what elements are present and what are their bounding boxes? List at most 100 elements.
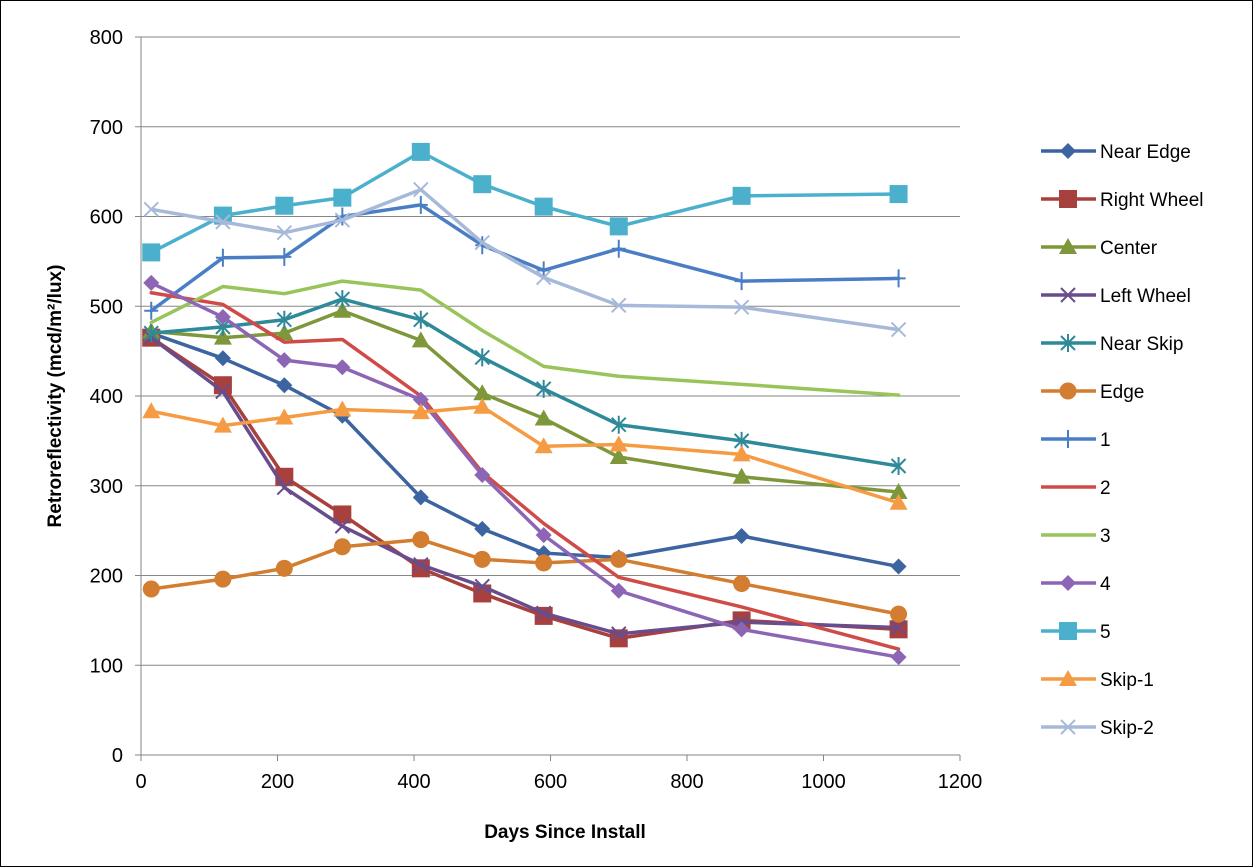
data-point-edge — [412, 531, 430, 549]
data-point-near-edge — [214, 350, 231, 367]
data-point-skip-1 — [609, 435, 628, 452]
series-3 — [149, 279, 901, 397]
data-point-edge — [733, 575, 751, 593]
series-line-5 — [149, 150, 901, 255]
data-point-5 — [333, 188, 352, 207]
data-point-edge — [142, 580, 160, 598]
legend-item-3: 3 — [1041, 526, 1111, 547]
legend-label: Skip-1 — [1100, 670, 1154, 691]
data-point-center — [473, 384, 492, 401]
series-2 — [149, 291, 901, 651]
y-tick-label: 400 — [90, 386, 123, 408]
data-point-1 — [734, 272, 749, 291]
data-point-center — [333, 301, 352, 318]
data-point-1 — [277, 247, 292, 266]
data-point-near-skip — [535, 379, 552, 398]
data-point-near-skip — [413, 310, 429, 329]
data-point-5 — [275, 196, 294, 215]
data-point-left-wheel — [215, 383, 231, 400]
data-point-left-wheel — [276, 479, 293, 496]
y-tick-label: 200 — [90, 566, 123, 588]
data-point-5 — [411, 142, 430, 161]
legend-label: Skip-2 — [1100, 718, 1154, 739]
series-skip-1 — [142, 397, 908, 510]
series-4 — [143, 274, 907, 666]
series-line-4 — [149, 281, 901, 659]
data-point-4 — [535, 527, 552, 544]
series-1 — [144, 195, 906, 320]
data-point-5 — [889, 185, 908, 204]
legend-marker — [1060, 287, 1076, 303]
data-point-near-skip — [474, 348, 490, 367]
x-tick-label: 1000 — [801, 771, 846, 793]
legend-marker — [1059, 238, 1077, 254]
legend-item-1: 1 — [1041, 430, 1111, 451]
legend-label: Near Edge — [1100, 142, 1191, 163]
data-point-1 — [215, 248, 230, 267]
data-point-near-skip — [143, 324, 159, 343]
legend: Near Edge Right Wheel Center Left Wheel Near… — [1041, 142, 1204, 739]
data-point-center — [609, 448, 628, 465]
data-point-skip-2 — [413, 181, 429, 198]
legend-item-left-wheel: Left Wheel — [1041, 286, 1191, 307]
data-point-near-edge — [412, 489, 429, 506]
data-point-skip-2 — [890, 321, 907, 338]
data-point-4 — [412, 391, 429, 408]
data-point-5 — [534, 197, 553, 216]
data-point-center — [213, 328, 232, 345]
data-point-left-wheel — [611, 626, 627, 642]
data-point-edge — [214, 570, 232, 588]
legend-label: Near Skip — [1100, 334, 1183, 355]
data-point-near-skip — [276, 310, 293, 329]
data-point-center — [889, 483, 908, 500]
legend-label: 3 — [1100, 526, 1111, 547]
legend-marker — [1060, 143, 1076, 159]
y-tick-label: 800 — [90, 27, 123, 49]
data-point-skip-2 — [611, 297, 627, 314]
data-point-edge — [473, 550, 491, 568]
series-left-wheel — [143, 329, 907, 642]
legend-label: Edge — [1100, 382, 1144, 403]
data-point-4 — [733, 621, 750, 638]
legend-item-5: 5 — [1041, 622, 1111, 643]
data-series — [142, 142, 908, 666]
data-point-center — [411, 331, 430, 348]
legend-marker — [1061, 430, 1075, 448]
data-point-skip-1 — [732, 445, 751, 462]
data-point-skip-1 — [142, 402, 161, 419]
data-point-center — [732, 467, 751, 484]
legend-item-2: 2 — [1041, 478, 1111, 499]
data-point-near-edge — [733, 528, 750, 545]
data-point-center — [534, 409, 553, 426]
series-line-3 — [149, 279, 901, 397]
data-point-left-wheel — [334, 518, 351, 534]
data-point-near-skip — [890, 457, 907, 476]
x-tick-label: 200 — [261, 771, 294, 793]
legend-item-right-wheel: Right Wheel — [1041, 190, 1204, 211]
legend-item-near-edge: Near Edge — [1041, 142, 1191, 163]
legend-item-center: Center — [1041, 238, 1158, 259]
series-line-1 — [149, 203, 901, 313]
y-tick-label: 700 — [90, 117, 123, 139]
data-point-5 — [142, 243, 161, 262]
series-line-skip-1 — [149, 405, 901, 505]
data-point-right-wheel — [732, 611, 751, 630]
legend-item-4: 4 — [1041, 574, 1111, 595]
data-point-skip-1 — [473, 397, 492, 414]
data-point-4 — [214, 309, 231, 326]
legend-item-edge: Edge — [1041, 382, 1144, 403]
data-point-4 — [143, 274, 160, 291]
data-point-right-wheel — [333, 505, 352, 524]
series-line-center — [149, 308, 901, 494]
x-axis-title: Days Since Install — [484, 822, 646, 843]
data-point-1 — [891, 269, 906, 288]
data-point-skip-1 — [534, 437, 553, 454]
data-point-skip-2 — [535, 269, 552, 286]
legend-item-near-skip: Near Skip — [1041, 334, 1183, 355]
legend-marker — [1059, 190, 1077, 208]
data-point-4 — [334, 359, 351, 376]
data-point-1 — [611, 239, 626, 258]
data-point-skip-2 — [143, 201, 159, 218]
legend-marker — [1060, 719, 1076, 735]
